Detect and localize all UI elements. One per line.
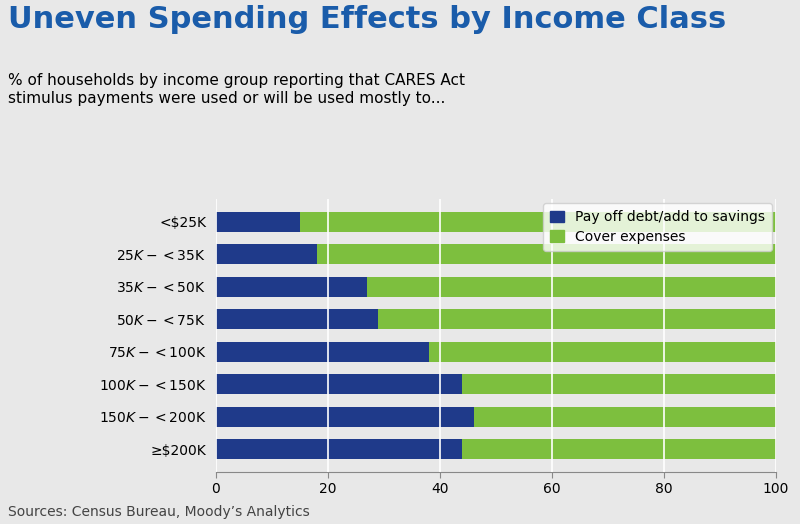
Bar bbox=[216, 309, 378, 329]
Text: Uneven Spending Effects by Income Class: Uneven Spending Effects by Income Class bbox=[8, 5, 726, 34]
Bar bbox=[216, 407, 474, 427]
Bar bbox=[216, 212, 300, 232]
Bar bbox=[474, 407, 776, 427]
Bar bbox=[216, 374, 462, 394]
Bar bbox=[429, 342, 776, 362]
Bar bbox=[367, 277, 776, 297]
Text: Sources: Census Bureau, Moody’s Analytics: Sources: Census Bureau, Moody’s Analytic… bbox=[8, 505, 310, 519]
Bar bbox=[378, 309, 776, 329]
Bar bbox=[300, 212, 776, 232]
Bar bbox=[317, 244, 776, 264]
Bar bbox=[216, 439, 462, 459]
Bar bbox=[216, 244, 317, 264]
Bar bbox=[462, 439, 776, 459]
Bar bbox=[462, 374, 776, 394]
Text: % of households by income group reporting that CARES Act
stimulus payments were : % of households by income group reportin… bbox=[8, 73, 465, 106]
Bar bbox=[216, 277, 367, 297]
Bar bbox=[216, 342, 429, 362]
Legend: Pay off debt/add to savings, Cover expenses: Pay off debt/add to savings, Cover expen… bbox=[543, 203, 772, 250]
